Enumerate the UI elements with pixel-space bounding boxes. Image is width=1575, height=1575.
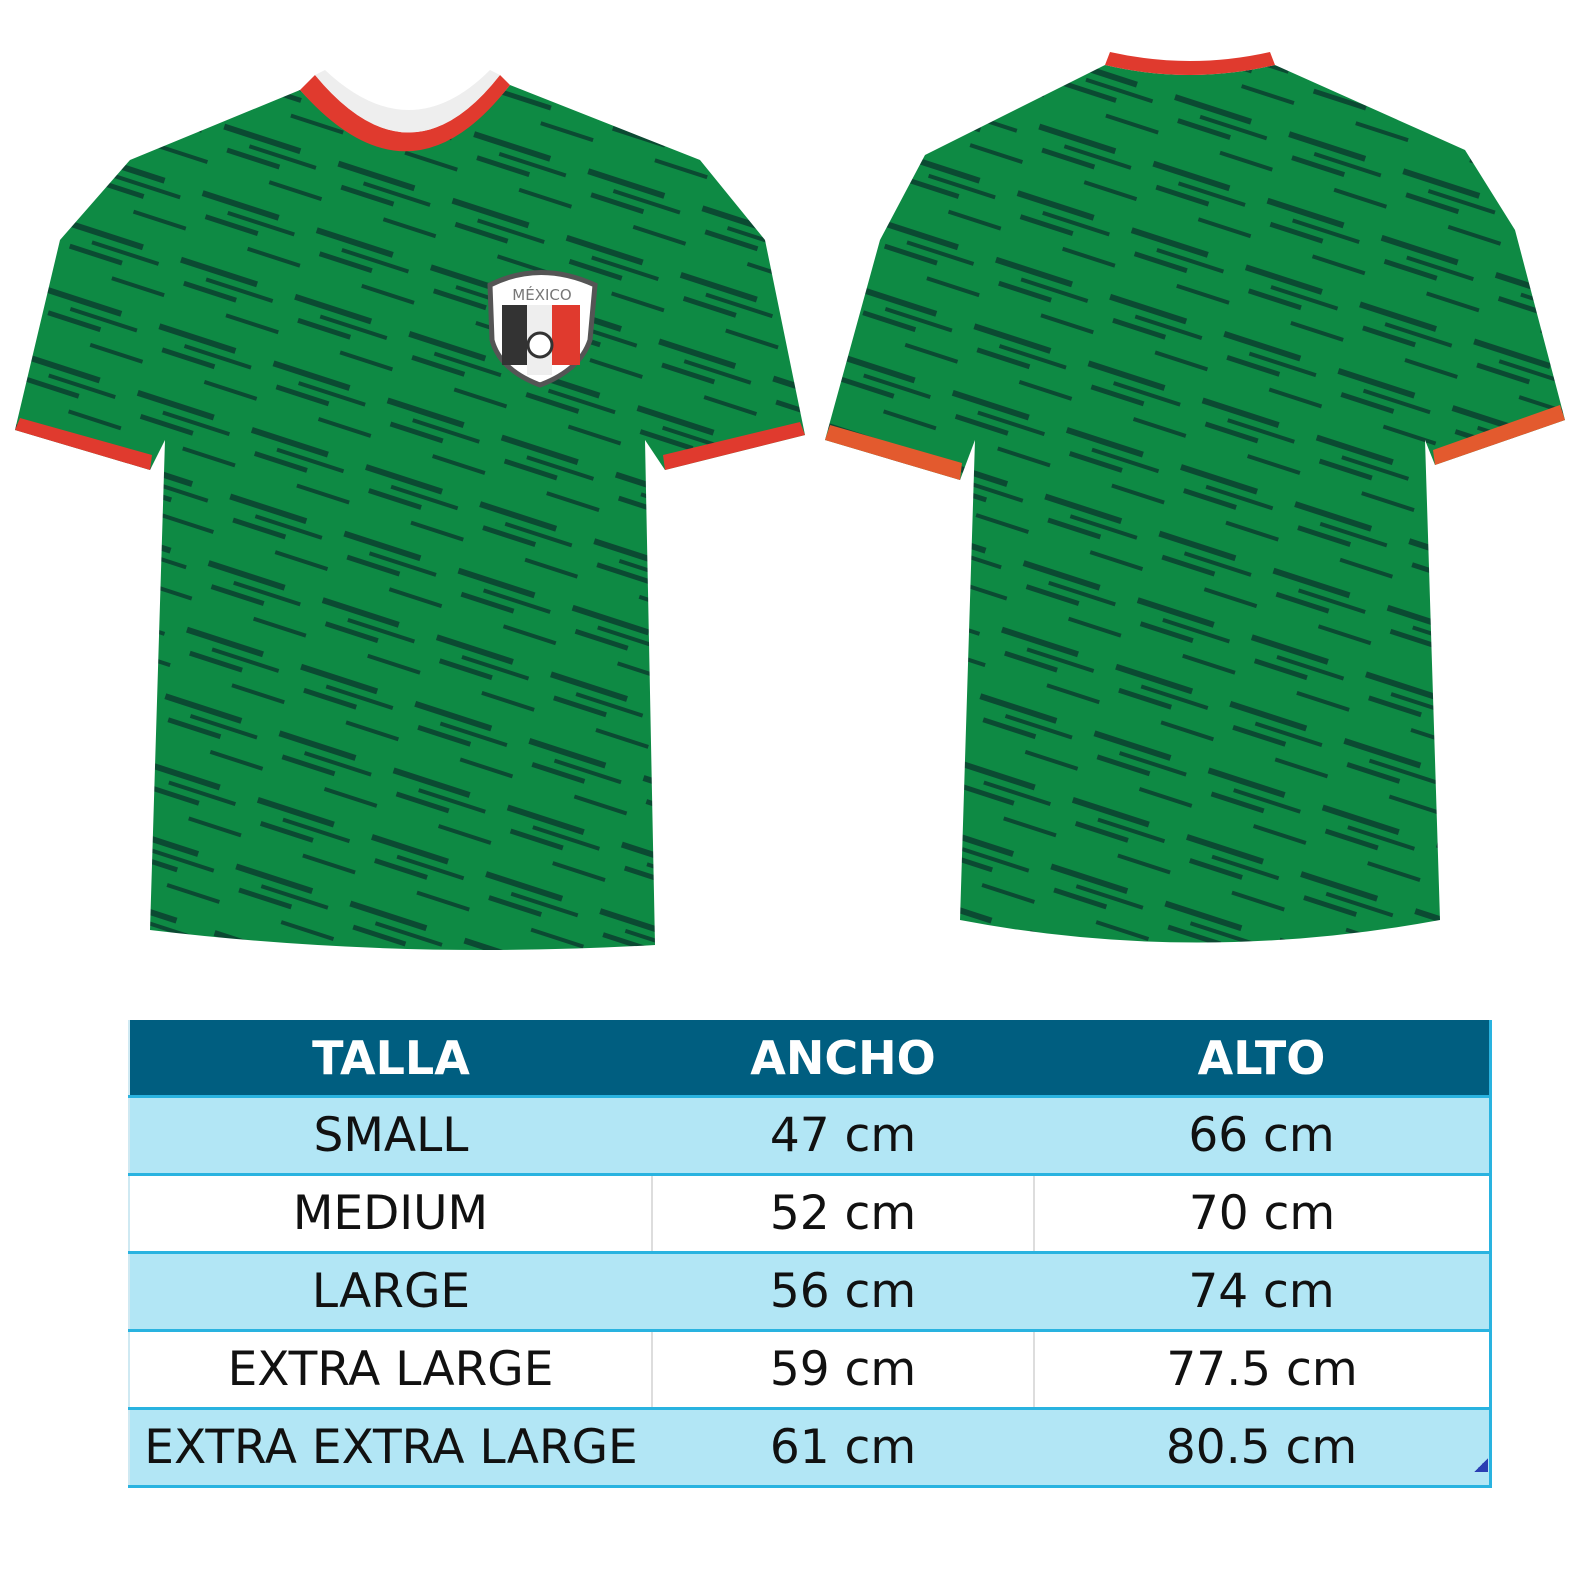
header-alto: ALTO [1034,1020,1491,1098]
cell-talla: LARGE [129,1252,652,1332]
table-row: EXTRA EXTRA LARGE 61 cm 80.5 cm [129,1408,1491,1488]
jersey-front-image: MÉXICO [15,70,805,950]
table-row: SMALL 47 cm 66 cm [129,1096,1491,1176]
jersey-back-image [825,52,1565,943]
mexico-crest-logo: MÉXICO [487,270,598,388]
cell-alto: 66 cm [1034,1096,1491,1176]
table-resize-handle [1474,1458,1488,1472]
table-row: MEDIUM 52 cm 70 cm [129,1174,1491,1254]
cell-alto: 70 cm [1033,1174,1491,1254]
header-talla: TALLA [129,1020,652,1098]
cell-talla: MEDIUM [129,1174,652,1254]
cell-talla: EXTRA LARGE [129,1330,652,1410]
header-ancho: ANCHO [652,1020,1034,1098]
cell-talla: EXTRA EXTRA LARGE [129,1408,652,1488]
table-header-row: TALLA ANCHO ALTO [129,1020,1491,1098]
table-row: LARGE 56 cm 74 cm [129,1252,1491,1332]
cell-ancho: 47 cm [652,1096,1034,1176]
cell-talla: SMALL [129,1096,652,1176]
cell-ancho: 61 cm [652,1408,1034,1488]
table-row: EXTRA LARGE 59 cm 77.5 cm [129,1330,1491,1410]
cell-ancho: 56 cm [652,1252,1034,1332]
cell-alto: 77.5 cm [1033,1330,1491,1410]
cell-ancho: 52 cm [651,1174,1034,1254]
svg-text:MÉXICO: MÉXICO [512,285,571,304]
size-chart-table: TALLA ANCHO ALTO SMALL 47 cm 66 cm MEDIU… [128,1020,1492,1488]
cell-alto: 74 cm [1034,1252,1491,1332]
cell-ancho: 59 cm [651,1330,1034,1410]
cell-alto: 80.5 cm [1034,1408,1491,1488]
